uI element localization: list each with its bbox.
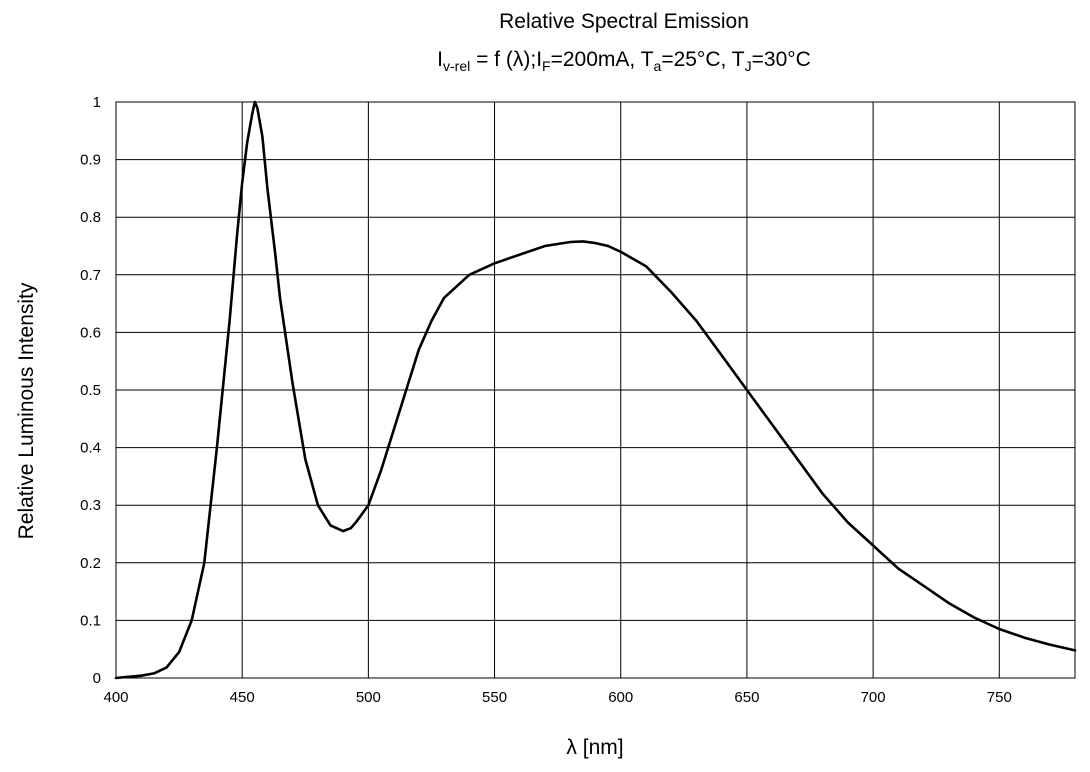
y-tick-labels: 0 0.1 0.2 0.3 0.4 0.5 0.6 0.7 0.8 0.9 1: [80, 94, 101, 687]
subtitle-iv-sub: v-rel: [443, 58, 470, 74]
subtitle-if-sub: F: [542, 58, 551, 74]
chart-title: Relative Spectral Emission: [499, 10, 749, 33]
y-tick-label: 1: [93, 94, 101, 111]
subtitle-ta-sub: a: [654, 58, 662, 74]
x-tick-labels: 400 450 500 550 600 650 700 750: [103, 689, 1011, 706]
y-axis-title: Relative Luminous Intensity: [15, 282, 38, 539]
y-tick-label: 0.4: [80, 440, 101, 457]
subtitle-tj-value: =30°C: [752, 48, 811, 71]
series-line: [114, 100, 1077, 680]
x-tick-label: 750: [987, 689, 1012, 706]
x-tick-label: 450: [230, 689, 255, 706]
subtitle-formula: = f (λ);: [470, 48, 536, 71]
x-tick-label: 650: [734, 689, 759, 706]
x-axis-title: λ [nm]: [566, 736, 623, 759]
grid: [115, 101, 1075, 679]
subtitle-iv-base: I: [437, 48, 443, 71]
subtitle-if-base: I: [536, 48, 542, 71]
x-tick-label: 500: [356, 689, 381, 706]
y-tick-label: 0.2: [80, 555, 101, 572]
subtitle-tj-base: T: [732, 48, 745, 71]
x-tick-label: 700: [861, 689, 886, 706]
x-tick-label: 600: [608, 689, 633, 706]
y-tick-label: 0.7: [80, 267, 101, 284]
y-tick-label: 0.6: [80, 324, 101, 341]
x-tick-label: 400: [103, 689, 128, 706]
subtitle-tj-sub: J: [745, 58, 752, 74]
plot-frame: [115, 101, 1076, 679]
y-tick-label: 0.1: [80, 612, 101, 629]
y-tick-label: 0.5: [80, 382, 101, 399]
y-tick-label: 0.8: [80, 209, 101, 226]
subtitle-ta-value: =25°C,: [661, 48, 731, 71]
subtitle-if-value: =200mA,: [551, 48, 641, 71]
y-tick-label: 0.9: [80, 152, 101, 169]
y-tick-label: 0.3: [80, 497, 101, 514]
subtitle-ta-base: T: [641, 48, 654, 71]
series-group: [114, 100, 1077, 680]
chart-subtitle: Iv-rel = f (λ);IF=200mA, Ta=25°C, TJ=30°…: [437, 48, 811, 74]
x-tick-label: 550: [482, 689, 507, 706]
y-tick-label: 0: [93, 670, 101, 687]
